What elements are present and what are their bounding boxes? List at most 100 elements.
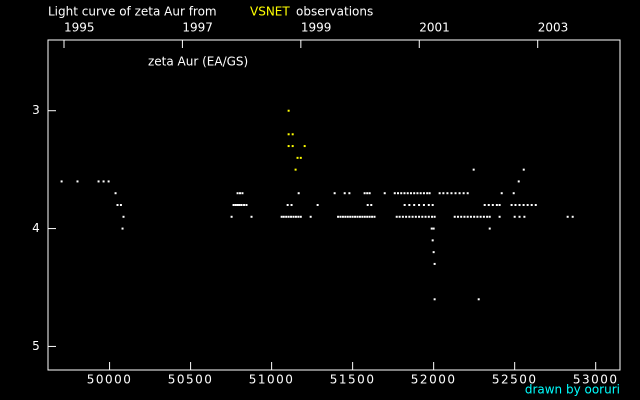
data-point [60,180,63,183]
x2-tick-label: 1995 [64,21,95,35]
data-point [119,204,122,206]
data-point [286,204,289,206]
data-point [299,156,302,159]
data-point [354,215,357,218]
data-point [116,204,119,206]
data-point [366,204,369,206]
x2-tick-label: 1997 [182,21,213,35]
data-point [232,204,235,206]
data-point [349,215,352,218]
data-point [522,204,525,206]
data-point [371,215,374,218]
data-point [245,204,248,206]
data-point [107,180,110,183]
data-point [234,204,237,206]
data-point [343,192,346,195]
data-point [422,204,425,206]
data-point [238,204,241,206]
data-point [398,215,401,218]
y-tick-label: 3 [32,103,40,117]
x2-tick-label: 2001 [419,21,450,35]
data-point [236,192,239,195]
data-point [397,192,400,195]
data-point [421,215,424,218]
y-tick-label: 4 [32,221,40,235]
data-point [368,215,371,218]
data-point [406,192,409,195]
data-point [344,215,347,218]
data-point [356,215,359,218]
data-point [433,215,436,218]
data-point [236,204,239,206]
x2-tick-label: 1999 [301,21,332,35]
data-point [297,215,300,218]
data-point [498,204,501,206]
data-point [241,192,244,195]
data-point [500,192,503,195]
data-point [491,204,494,206]
data-point [239,192,242,195]
data-point [534,204,537,206]
data-point [424,215,427,218]
data-point [466,215,469,218]
data-point [282,215,285,218]
data-point [403,204,406,206]
data-point [370,204,373,206]
data-point [523,215,526,218]
data-point [348,192,351,195]
data-point [303,145,306,148]
data-point [513,215,516,218]
data-point [476,215,479,218]
data-point [495,204,498,206]
data-point [418,215,421,218]
data-point [483,204,486,206]
data-point [566,215,569,218]
data-point [230,215,233,218]
data-point [393,192,396,195]
data-point [466,192,469,195]
data-point [368,192,371,195]
data-point [472,168,475,171]
data-point [473,215,476,218]
chart-title-end: observations [296,5,373,19]
x-tick-label: 50500 [168,373,214,387]
data-point [530,204,533,206]
data-point [514,204,517,206]
star-label: zeta Aur (EA/GS) [148,55,248,69]
data-point [409,192,412,195]
data-point [453,215,456,218]
data-point [294,168,297,171]
data-point [416,192,419,195]
data-point [518,215,521,218]
data-point [243,204,246,206]
data-point [522,168,525,171]
x-tick-label: 51500 [330,373,376,387]
data-point [297,192,300,195]
data-point [373,215,376,218]
data-point [280,215,283,218]
x-tick-label: 51000 [249,373,295,387]
data-point [337,215,340,218]
data-point [411,215,414,218]
data-point [333,192,336,195]
data-point [346,215,349,218]
x2-tick-label: 2003 [538,21,569,35]
data-point [121,227,124,230]
data-point [430,227,433,230]
data-point [292,215,295,218]
data-point [290,204,293,206]
data-point [526,204,529,206]
data-point [114,192,117,195]
data-point [294,215,297,218]
data-point [428,192,431,195]
data-point [427,215,430,218]
data-point [479,215,482,218]
data-point [512,192,515,195]
data-point [290,215,293,218]
data-point [498,215,501,218]
data-point [339,215,342,218]
data-point [454,192,457,195]
data-point [422,192,425,195]
data-point [460,215,463,218]
